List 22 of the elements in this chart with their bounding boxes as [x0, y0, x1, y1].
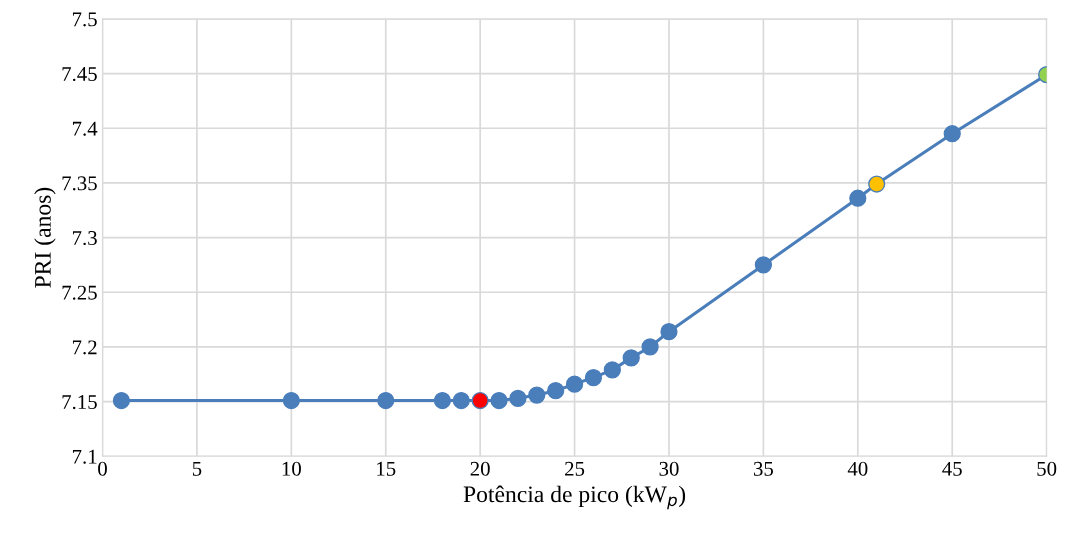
y-tick-label: 7.1 — [72, 449, 97, 464]
y-tick-label: 7.4 — [72, 121, 98, 136]
x-tick-label: 10 — [282, 461, 301, 476]
y-tick-label: 7.15 — [62, 395, 97, 410]
x-axis-title: Potência de pico (kW$_{p}$) — [463, 485, 686, 510]
x-tick-label: 35 — [753, 461, 773, 476]
y-tick-label: 7.3 — [72, 231, 97, 246]
x-tick-label: 50 — [1037, 461, 1057, 476]
x-tick-label: 20 — [470, 461, 490, 476]
x-tick-label: 30 — [659, 461, 679, 476]
x-tick-label: 45 — [942, 461, 962, 476]
x-tick-label: 25 — [565, 461, 585, 476]
x-tick-label: 0 — [98, 461, 107, 476]
x-tick-label: 15 — [377, 461, 396, 476]
y-tick-label: 7.2 — [72, 340, 97, 355]
x-tick-label: 5 — [192, 461, 202, 476]
y-axis-title: PRI (anos) — [34, 187, 56, 288]
y-tick-label: 7.35 — [62, 176, 97, 191]
x-tick-label: 40 — [847, 461, 868, 476]
y-tick-label: 7.25 — [62, 285, 97, 300]
y-tick-label: 7.45 — [62, 67, 97, 82]
y-tick-label: 7.5 — [72, 12, 97, 27]
